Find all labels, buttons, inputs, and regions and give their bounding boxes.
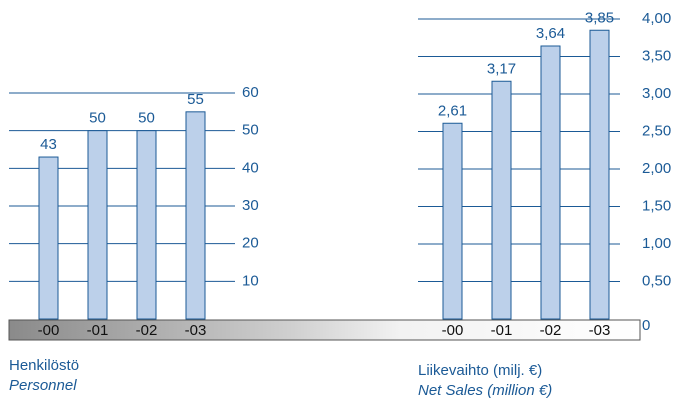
net-sales-category-label: -03 — [589, 322, 611, 339]
personnel-bar — [136, 130, 157, 320]
net-sales-tick-label: 2,50 — [642, 122, 671, 139]
net-sales-tick-label: 3,00 — [642, 85, 671, 102]
personnel-tick-label: 30 — [242, 197, 259, 214]
personnel-bar — [87, 130, 108, 320]
net-sales-tick-label: 3,50 — [642, 47, 671, 64]
net-sales-tick-label: 0 — [642, 317, 650, 334]
category-axis-band — [8, 319, 641, 341]
personnel-category-label: -00 — [38, 322, 60, 339]
personnel-tick-label: 10 — [242, 272, 259, 289]
net-sales-tick-label: 4,00 — [642, 10, 671, 27]
net-sales-tick-label: 1,00 — [642, 235, 671, 252]
net-sales-bar — [589, 29, 610, 320]
net-sales-value-label: 2,61 — [438, 102, 467, 119]
personnel-tick-label: 40 — [242, 159, 259, 176]
net-sales-subtitle: Net Sales (million €) — [418, 382, 553, 399]
net-sales-title: Liikevaihto (milj. €) — [418, 362, 543, 379]
personnel-value-label: 50 — [138, 110, 155, 127]
net-sales-category-label: -02 — [540, 322, 562, 339]
net-sales-value-label: 3,17 — [487, 60, 516, 77]
personnel-bar — [38, 156, 59, 320]
personnel-title: Henkilöstö — [9, 357, 80, 374]
personnel-value-label: 43 — [40, 136, 57, 153]
personnel-caption: Henkilöstö Personnel — [9, 356, 79, 396]
net-sales-category-label: -01 — [491, 322, 513, 339]
personnel-value-label: 50 — [89, 110, 106, 127]
personnel-subtitle: Personnel — [9, 377, 77, 394]
personnel-tick-label: 50 — [242, 122, 259, 139]
net-sales-bar — [491, 80, 512, 320]
net-sales-tick-label: 0,50 — [642, 272, 671, 289]
net-sales-tick-label: 2,00 — [642, 160, 671, 177]
net-sales-bar — [442, 122, 463, 320]
personnel-tick-label: 20 — [242, 235, 259, 252]
personnel-category-label: -02 — [136, 322, 158, 339]
personnel-bar — [185, 111, 206, 320]
net-sales-caption: Liikevaihto (milj. €) Net Sales (million… — [418, 361, 552, 401]
personnel-tick-label: 60 — [242, 84, 259, 101]
net-sales-bar — [540, 45, 561, 320]
personnel-category-label: -03 — [185, 322, 207, 339]
net-sales-value-label: 3,85 — [585, 9, 614, 26]
net-sales-tick-label: 1,50 — [642, 197, 671, 214]
personnel-value-label: 55 — [187, 91, 204, 108]
personnel-category-label: -01 — [87, 322, 109, 339]
net-sales-value-label: 3,64 — [536, 25, 565, 42]
net-sales-category-label: -00 — [442, 322, 464, 339]
